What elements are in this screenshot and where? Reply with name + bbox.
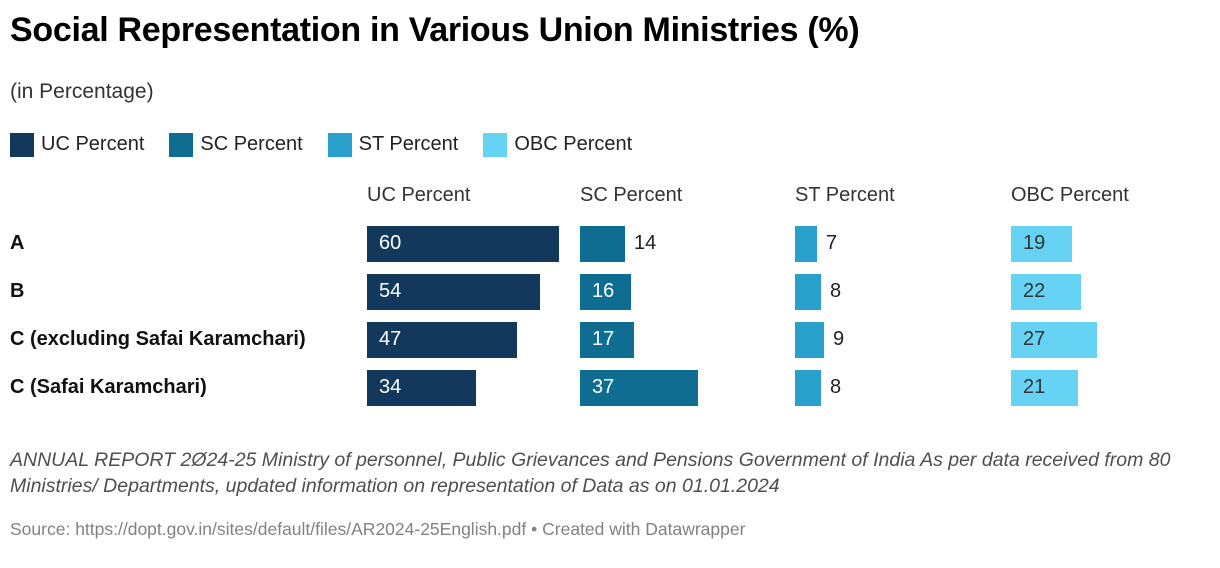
row-label: C (Safai Karamchari) — [10, 376, 207, 399]
chart: UC Percent SC Percent ST Percent OBC Percen… — [10, 184, 1210, 406]
bar — [580, 225, 625, 262]
legend-item: UC Percent — [10, 132, 145, 157]
datawrapper-credit-link[interactable]: Created with Datawrapper — [542, 518, 746, 539]
legend-swatch — [483, 132, 508, 157]
legend-swatch — [10, 132, 34, 157]
column-header: OBC Percent — [1011, 183, 1129, 206]
legend-label: SC Percent — [200, 133, 303, 156]
bar: 60 — [367, 225, 559, 262]
bar-value-label: 9 — [833, 328, 845, 351]
legend-swatch — [169, 132, 194, 157]
bar: 21 — [1011, 369, 1078, 406]
bar-cell: 22 — [1011, 273, 1210, 310]
page-title: Social Representation in Various Union M… — [10, 11, 860, 49]
bar: 54 — [367, 273, 540, 310]
legend-label: UC Percent — [41, 133, 145, 156]
legend-item: OBC Percent — [483, 132, 633, 157]
bar-value-label: 34 — [379, 376, 402, 399]
column-header: ST Percent — [795, 183, 895, 206]
bar-value-label: 19 — [1023, 232, 1046, 255]
bar-value-label: 60 — [379, 232, 402, 255]
bar-value-label: 7 — [826, 232, 838, 255]
legend-item: SC Percent — [169, 132, 303, 157]
legend-item: ST Percent — [327, 132, 459, 157]
bar: 47 — [367, 321, 517, 358]
bar-value-label: 8 — [830, 280, 842, 303]
bar-value-label: 21 — [1023, 376, 1046, 399]
bar: 34 — [367, 369, 476, 406]
corner-cell — [10, 195, 367, 202]
bar-cell: 21 — [1011, 369, 1210, 406]
bar-cell: 19 — [1011, 225, 1210, 262]
bar: 37 — [580, 369, 698, 406]
bar-cell: 54 — [367, 273, 580, 310]
bar: 19 — [1011, 225, 1072, 262]
bar-cell: 8 — [795, 369, 1011, 406]
bar-cell: 34 — [367, 369, 580, 406]
row-label: C (excluding Safai Karamchari) — [10, 328, 306, 351]
column-header: UC Percent — [367, 183, 471, 206]
chart-notes: ANNUAL REPORT 2Ø24-25 Ministry of person… — [10, 448, 1171, 497]
source-link[interactable]: https://dopt.gov.in/sites/default/files/… — [75, 518, 527, 539]
bar: 17 — [580, 321, 634, 358]
legend-label: OBC Percent — [514, 133, 633, 156]
bar-cell: 7 — [795, 225, 1011, 262]
bar-cell: 27 — [1011, 321, 1210, 358]
bar — [795, 369, 821, 406]
bar-cell: 8 — [795, 273, 1011, 310]
legend: UC Percent SC Percent ST Percent OBC Percen… — [10, 132, 1210, 157]
bar — [795, 321, 824, 358]
bar — [795, 273, 821, 310]
bar-value-label: 22 — [1023, 280, 1046, 303]
bar: 27 — [1011, 321, 1097, 358]
row-label: A — [10, 232, 25, 255]
source-label: Source: — [10, 518, 71, 539]
chart-subtitle: (in Percentage) — [10, 79, 154, 103]
bar-cell: 14 — [580, 225, 795, 262]
separator-dot: • — [531, 518, 538, 539]
bar-value-label: 14 — [634, 232, 657, 255]
legend-swatch — [327, 132, 352, 157]
row-label: B — [10, 280, 25, 303]
bar-cell: 37 — [580, 369, 795, 406]
legend-label: ST Percent — [358, 133, 459, 156]
bar-cell: 47 — [367, 321, 580, 358]
bar-cell: 60 — [367, 225, 580, 262]
column-header: SC Percent — [580, 183, 683, 206]
bar-value-label: 37 — [592, 376, 615, 399]
bar-cell: 9 — [795, 321, 1011, 358]
bar-value-label: 54 — [379, 280, 402, 303]
bar-cell: 17 — [580, 321, 795, 358]
bar: 22 — [1011, 273, 1081, 310]
bar-value-label: 17 — [592, 328, 615, 351]
bar-value-label: 27 — [1023, 328, 1046, 351]
bar-value-label: 16 — [592, 280, 615, 303]
bar-cell: 16 — [580, 273, 795, 310]
bar-value-label: 8 — [830, 376, 842, 399]
bar-value-label: 47 — [379, 328, 402, 351]
source-line: Source: https://dopt.gov.in/sites/defaul… — [10, 519, 1210, 540]
bar: 16 — [580, 273, 631, 310]
bar — [795, 225, 817, 262]
